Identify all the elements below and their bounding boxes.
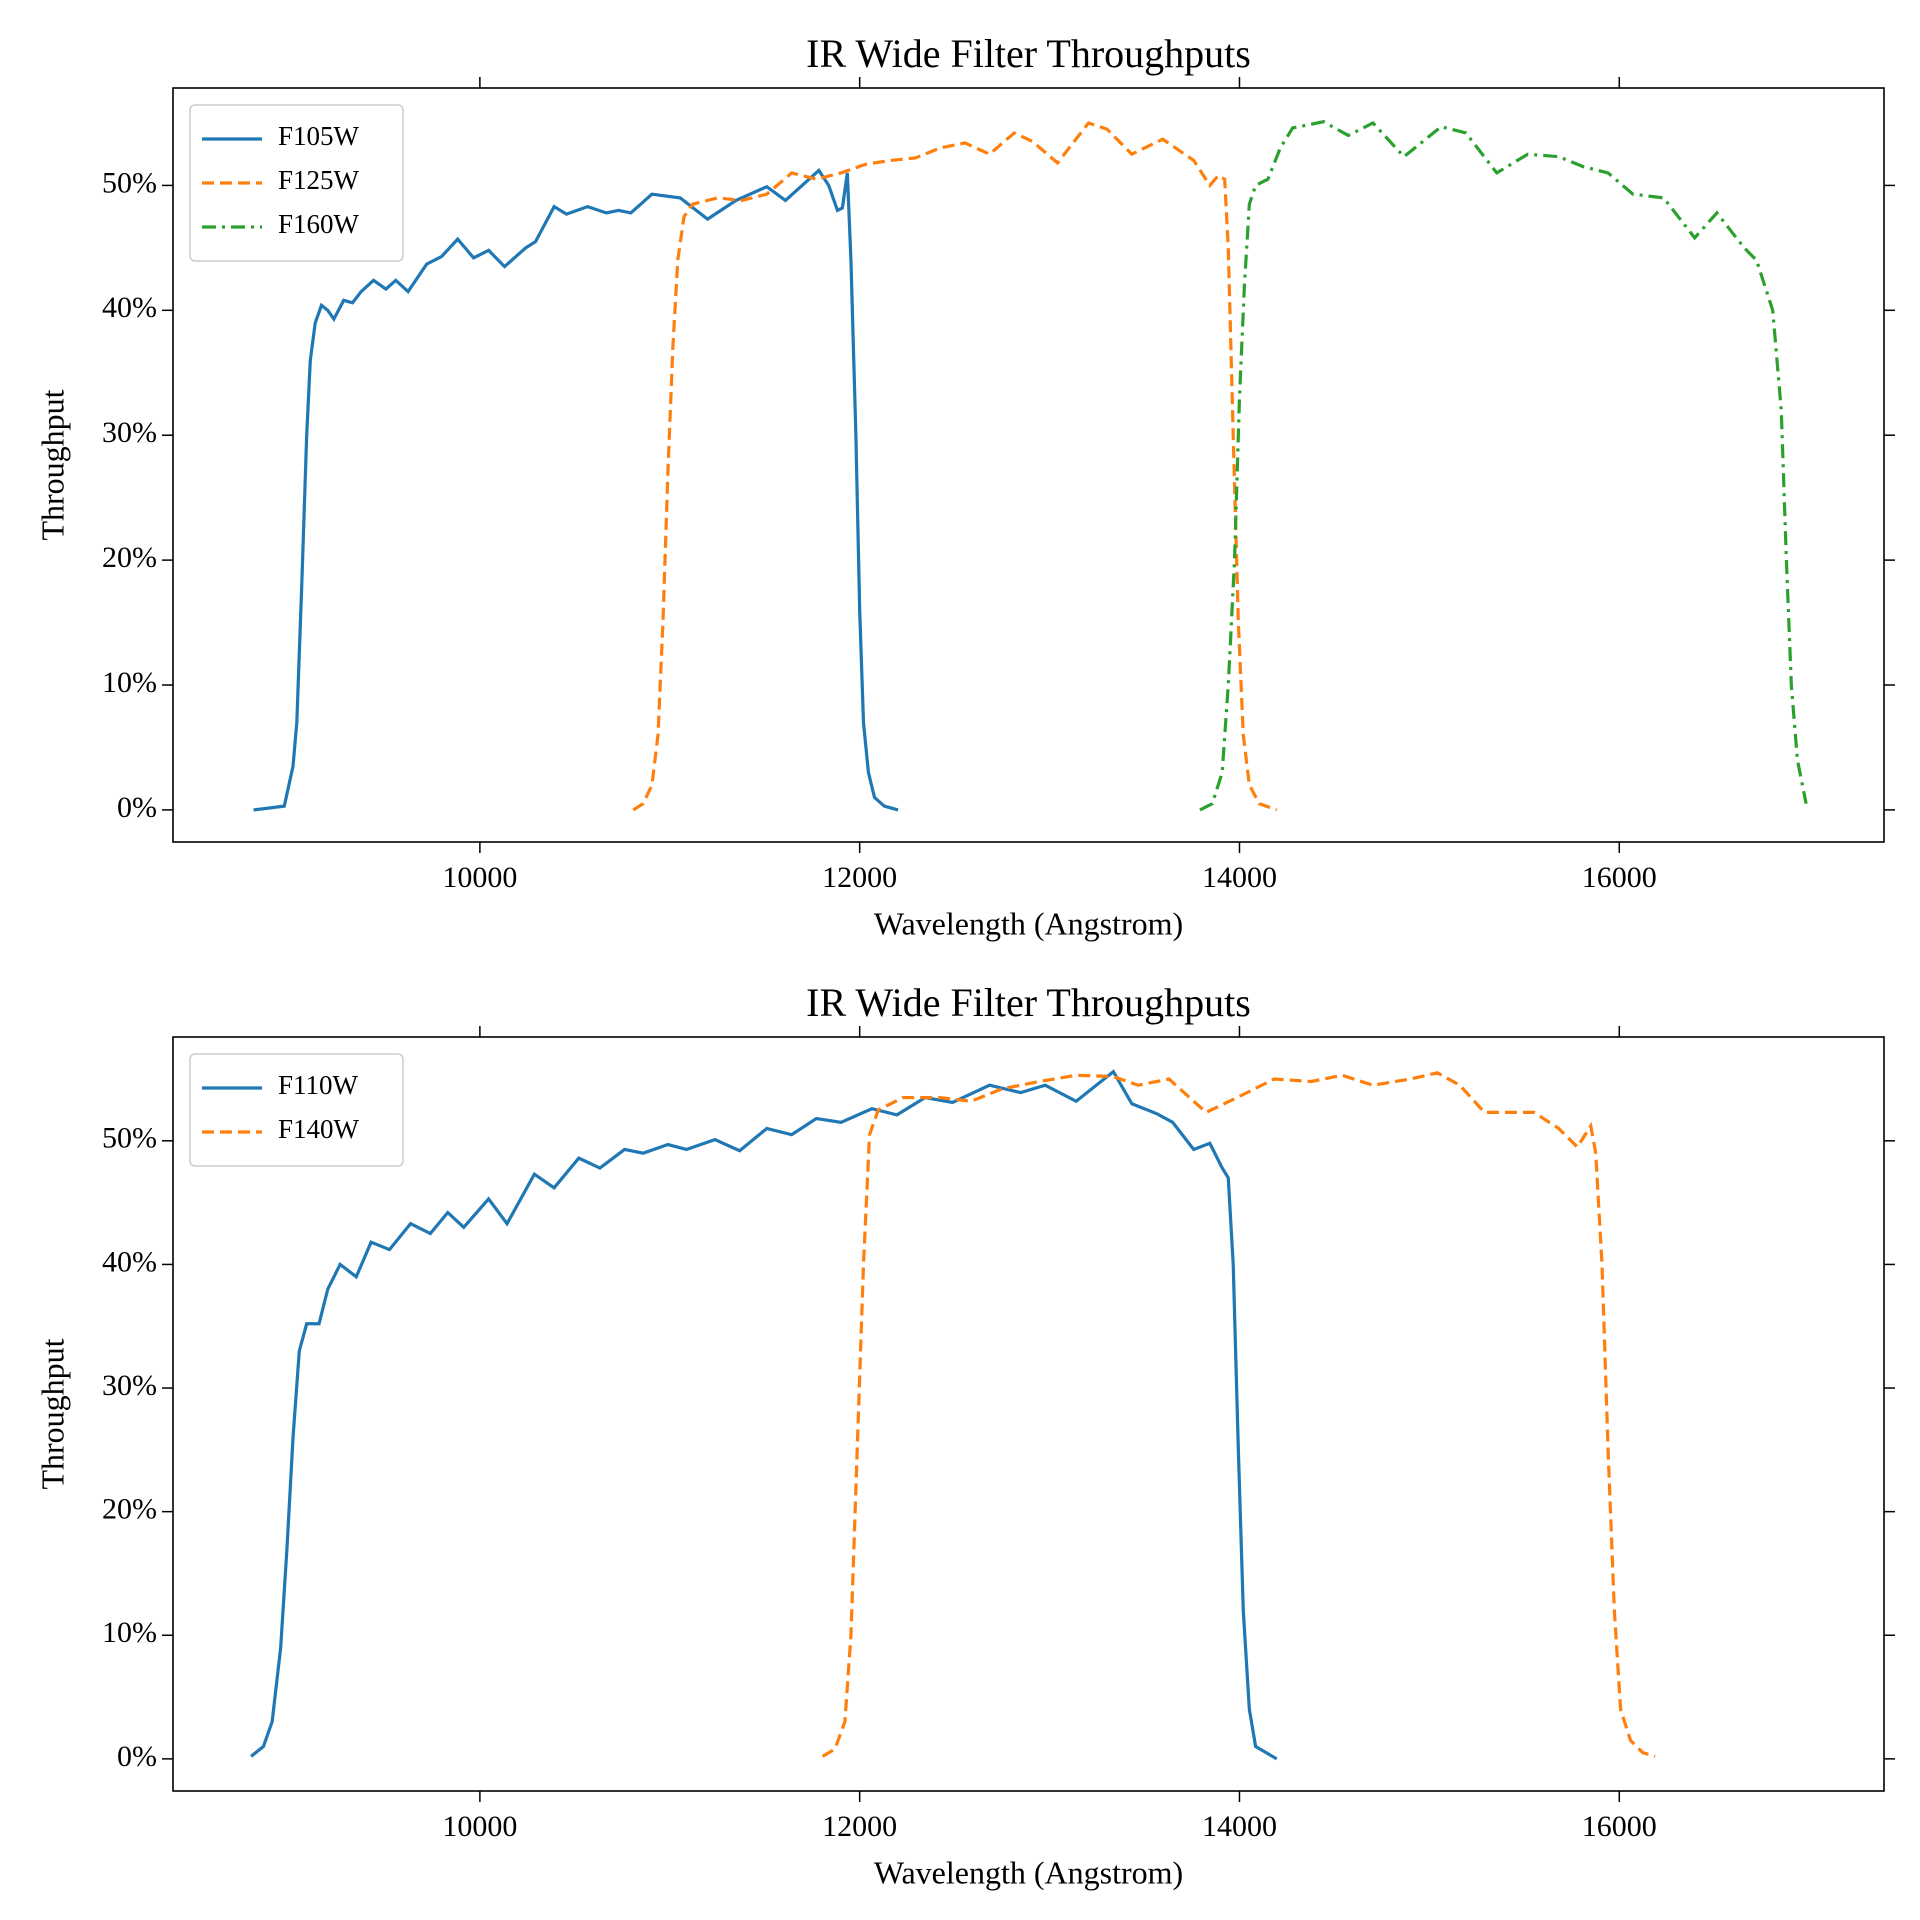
y-tick-label: 0% [117, 1740, 157, 1773]
legend-box [189, 104, 404, 262]
series-line [821, 1071, 1656, 1758]
chart-title: IR Wide Filter Throughputs [806, 980, 1251, 1025]
y-tick-label: 20% [102, 541, 157, 574]
x-tick-label: 14000 [1202, 861, 1277, 894]
y-tick-label: 30% [102, 416, 157, 449]
x-axis-label: Wavelength (Angstrom) [874, 905, 1183, 941]
legend-label: F110W [278, 1070, 359, 1100]
x-tick-label: 12000 [822, 861, 897, 894]
axes-frame [172, 87, 1885, 843]
x-tick-label: 10000 [442, 1810, 517, 1843]
x-axis-label: Wavelength (Angstrom) [874, 1854, 1183, 1890]
series-line [253, 167, 899, 812]
y-tick-label: 20% [102, 1493, 157, 1526]
chart-title: IR Wide Filter Throughputs [806, 31, 1251, 76]
y-tick-label: 30% [102, 1369, 157, 1402]
series-line [632, 121, 1278, 812]
y-tick-label: 40% [102, 291, 157, 324]
y-tick-label: 40% [102, 1245, 157, 1278]
y-axis-label: Throughput [34, 389, 70, 540]
x-tick-label: 10000 [442, 861, 517, 894]
axes-frame [172, 1036, 1885, 1792]
series-line [1199, 120, 1808, 812]
legend-label: F140W [278, 1114, 360, 1144]
y-axis-label: Throughput [34, 1338, 70, 1489]
x-tick-label: 12000 [822, 1810, 897, 1843]
y-tick-label: 10% [102, 1616, 157, 1649]
x-tick-label: 16000 [1582, 1810, 1657, 1843]
series-line [250, 1069, 1278, 1761]
legend-label: F125W [278, 165, 360, 195]
y-tick-label: 50% [102, 1122, 157, 1155]
legend-label: F105W [278, 121, 360, 151]
x-tick-label: 14000 [1202, 1810, 1277, 1843]
legend-box [189, 1053, 404, 1167]
y-tick-label: 10% [102, 666, 157, 699]
chart: IR Wide Filter Throughputs 10000 12000 1400… [34, 31, 1895, 941]
x-tick-label: 16000 [1582, 861, 1657, 894]
y-tick-label: 0% [117, 791, 157, 824]
y-tick-label: 50% [102, 166, 157, 199]
legend-label: F160W [278, 209, 360, 239]
chart: IR Wide Filter Throughputs 10000 12000 1400… [34, 980, 1895, 1890]
